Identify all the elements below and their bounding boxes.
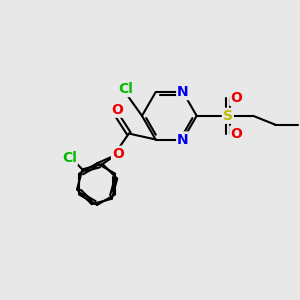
Text: N: N	[177, 133, 189, 146]
Text: Cl: Cl	[118, 82, 133, 96]
Text: Cl: Cl	[62, 151, 77, 165]
Text: O: O	[112, 147, 124, 161]
Text: S: S	[223, 109, 233, 123]
Text: O: O	[230, 91, 242, 105]
Text: O: O	[111, 103, 123, 117]
Text: O: O	[230, 127, 242, 141]
Text: N: N	[177, 85, 189, 99]
